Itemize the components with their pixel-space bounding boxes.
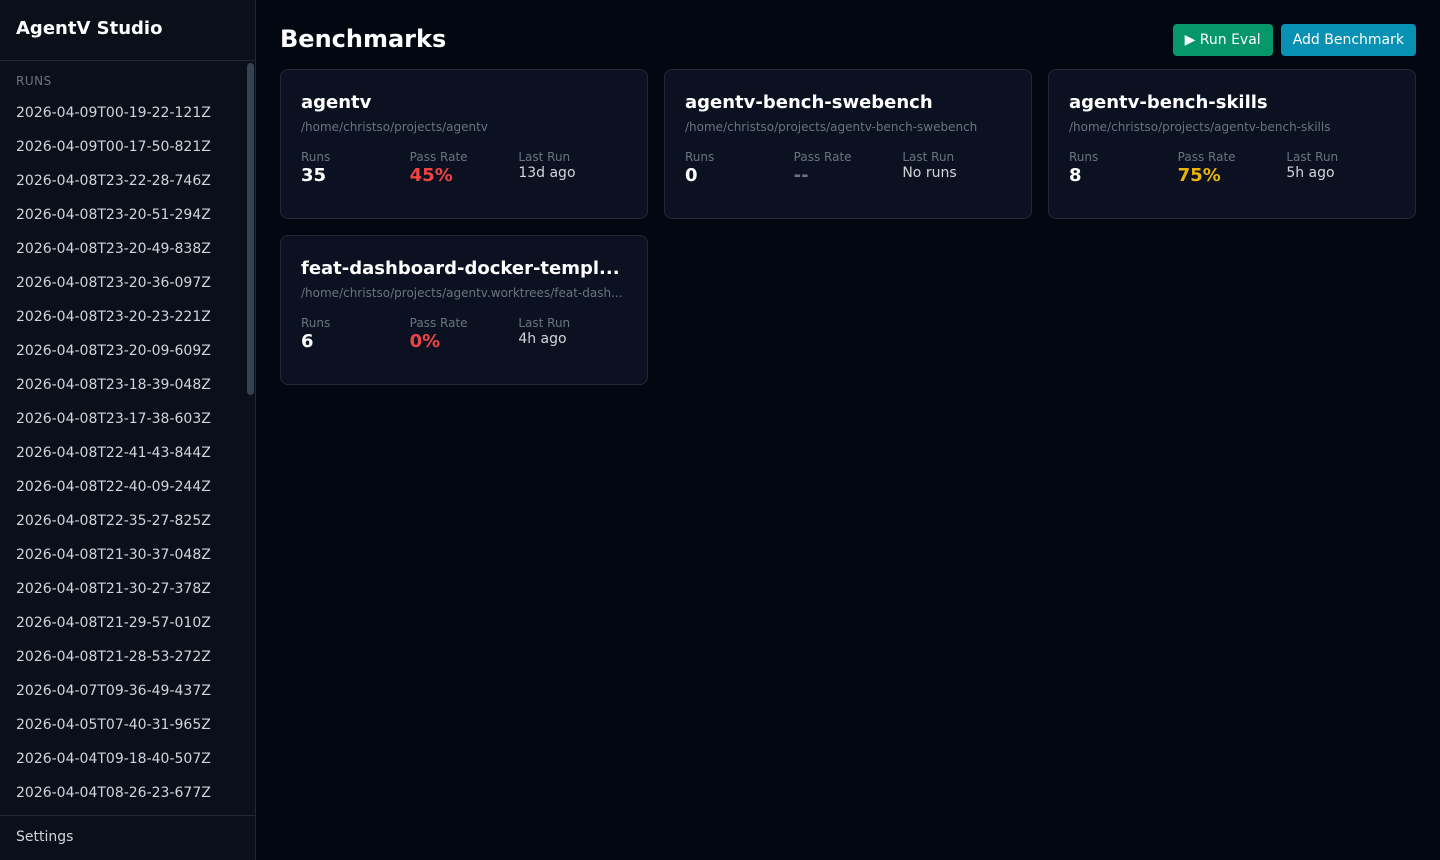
run-item[interactable]: 2026-04-08T23-22-28-746Z	[16, 173, 211, 189]
run-item[interactable]: 2026-04-04T09-18-40-507Z	[16, 751, 211, 767]
benchmark-name: agentv-bench-skills	[1069, 92, 1268, 113]
last-run-value: 13d ago	[518, 165, 576, 181]
runs-label: Runs	[301, 150, 331, 164]
run-item[interactable]: 2026-04-08T23-18-39-048Z	[16, 377, 211, 393]
runs-count: 6	[301, 331, 314, 352]
last-run-label: Last Run	[902, 150, 955, 164]
runs-count: 0	[685, 165, 698, 186]
run-item[interactable]: 2026-04-05T07-40-31-965Z	[16, 717, 211, 733]
runs-count: 35	[301, 165, 327, 186]
pass-rate-value: 75%	[1177, 165, 1221, 186]
run-item[interactable]: 2026-04-08T23-20-23-221Z	[16, 309, 211, 325]
benchmark-name: agentv	[301, 92, 372, 113]
benchmark-name: feat-dashboard-docker-templ...	[301, 258, 620, 279]
app-title: AgentV Studio	[0, 0, 255, 61]
run-item[interactable]: 2026-04-08T21-30-37-048Z	[16, 547, 211, 563]
run-item[interactable]: 2026-04-09T00-19-22-121Z	[16, 105, 211, 121]
pass-rate-label: Pass Rate	[793, 150, 852, 164]
run-item[interactable]: 2026-04-08T22-35-27-825Z	[16, 513, 211, 529]
benchmark-card[interactable]: agentv /home/christso/projects/agentv Ru…	[280, 69, 648, 219]
runs-count: 8	[1069, 165, 1082, 186]
last-run-value: No runs	[902, 165, 957, 181]
pass-rate-value: 45%	[409, 165, 453, 186]
runs-label: Runs	[685, 150, 715, 164]
benchmark-grid: agentv /home/christso/projects/agentv Ru…	[280, 69, 1416, 385]
run-item[interactable]: 2026-04-09T00-17-50-821Z	[16, 139, 211, 155]
settings-link[interactable]: Settings	[0, 815, 255, 860]
run-item[interactable]: 2026-04-08T23-20-09-609Z	[16, 343, 211, 359]
benchmark-path: /home/christso/projects/agentv	[301, 120, 488, 134]
pass-rate-label: Pass Rate	[1177, 150, 1236, 164]
last-run-label: Last Run	[518, 150, 571, 164]
runs-scrollbar[interactable]	[247, 63, 254, 395]
run-item[interactable]: 2026-04-08T23-20-49-838Z	[16, 241, 211, 257]
benchmark-path: /home/christso/projects/agentv.worktrees…	[301, 286, 623, 300]
pass-rate-label: Pass Rate	[409, 150, 468, 164]
run-item[interactable]: 2026-04-08T23-17-38-603Z	[16, 411, 211, 427]
run-item[interactable]: 2026-04-08T22-40-09-244Z	[16, 479, 211, 495]
add-benchmark-button[interactable]: Add Benchmark	[1280, 24, 1416, 56]
benchmark-card[interactable]: agentv-bench-swebench /home/christso/pro…	[664, 69, 1032, 219]
run-item[interactable]: 2026-04-08T22-41-43-844Z	[16, 445, 211, 461]
benchmark-card[interactable]: feat-dashboard-docker-templ... /home/chr…	[280, 235, 648, 385]
run-eval-button[interactable]: ▶ Run Eval	[1172, 24, 1273, 56]
page-title: Benchmarks	[280, 25, 447, 53]
runs-section-label: RUNS	[16, 74, 52, 88]
run-item[interactable]: 2026-04-07T09-36-49-437Z	[16, 683, 211, 699]
run-item[interactable]: 2026-04-08T23-20-36-097Z	[16, 275, 211, 291]
benchmark-path: /home/christso/projects/agentv-bench-swe…	[685, 120, 978, 134]
runs-label: Runs	[1069, 150, 1099, 164]
sidebar: AgentV Studio RUNS 2026-04-09T00-19-22-1…	[0, 0, 256, 860]
main-content: Benchmarks ▶ Run Eval Add Benchmark agen…	[256, 0, 1440, 860]
last-run-value: 5h ago	[1286, 165, 1335, 181]
run-item[interactable]: 2026-04-04T08-26-23-677Z	[16, 785, 211, 801]
pass-rate-value: --	[793, 165, 809, 186]
last-run-value: 4h ago	[518, 331, 567, 347]
run-item[interactable]: 2026-04-08T21-30-27-378Z	[16, 581, 211, 597]
benchmark-path: /home/christso/projects/agentv-bench-ski…	[1069, 120, 1331, 134]
pass-rate-value: 0%	[409, 331, 441, 352]
run-item[interactable]: 2026-04-08T21-28-53-272Z	[16, 649, 211, 665]
pass-rate-label: Pass Rate	[409, 316, 468, 330]
last-run-label: Last Run	[518, 316, 571, 330]
runs-list: RUNS 2026-04-09T00-19-22-121Z 2026-04-09T…	[0, 61, 255, 815]
benchmark-name: agentv-bench-swebench	[685, 92, 933, 113]
run-item[interactable]: 2026-04-08T21-29-57-010Z	[16, 615, 211, 631]
benchmark-card[interactable]: agentv-bench-skills /home/christso/proje…	[1048, 69, 1416, 219]
runs-label: Runs	[301, 316, 331, 330]
last-run-label: Last Run	[1286, 150, 1339, 164]
run-item[interactable]: 2026-04-08T23-20-51-294Z	[16, 207, 211, 223]
